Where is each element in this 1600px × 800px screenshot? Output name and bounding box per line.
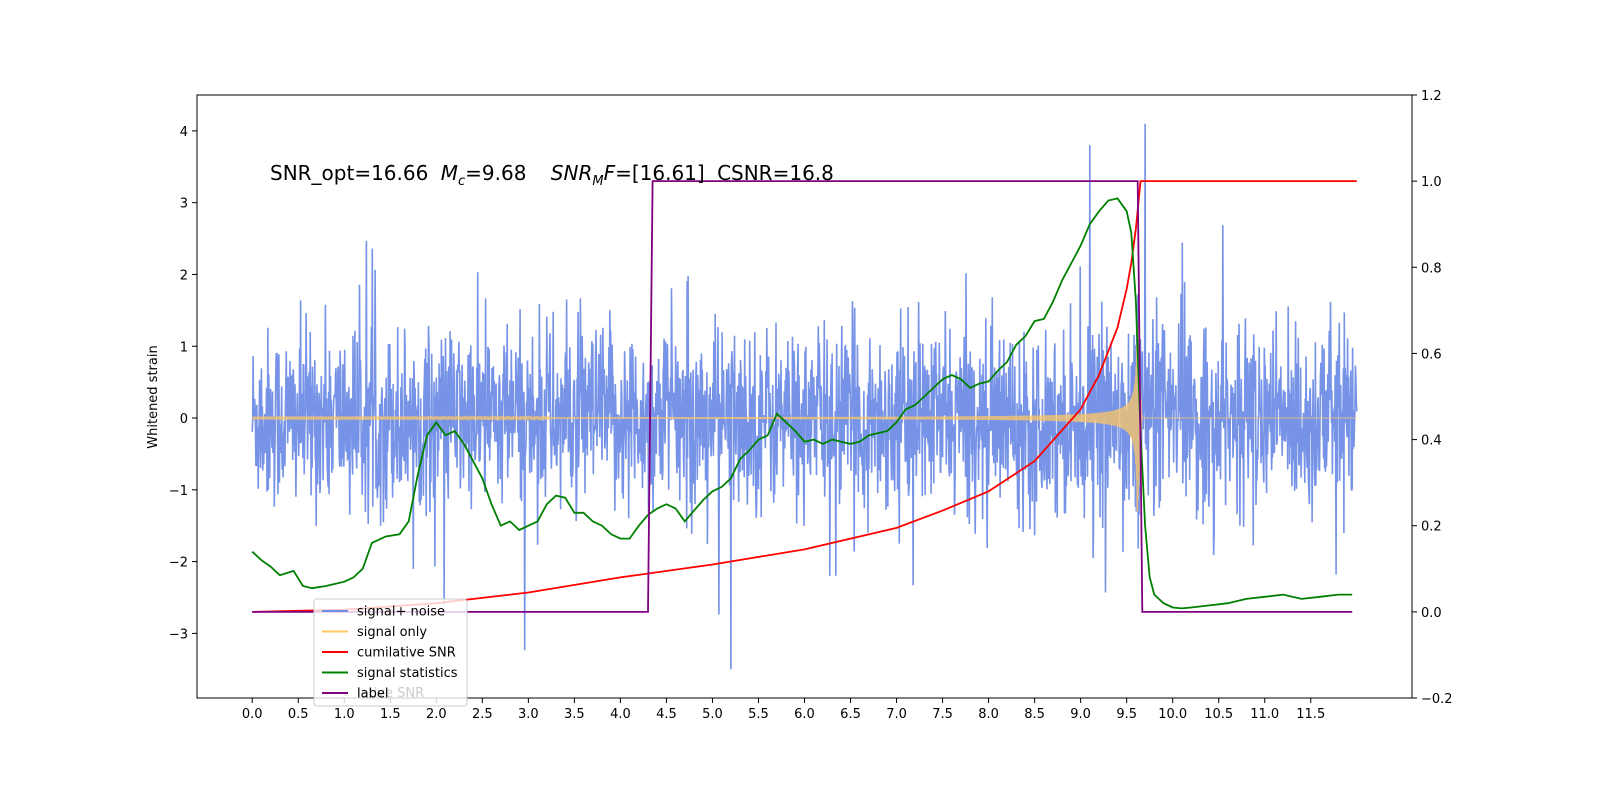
y-left-tick-label: 0 <box>180 412 188 427</box>
y-right-tick-label: 0.4 <box>1421 434 1442 449</box>
y-axis-left-label: Whitened strain <box>146 345 161 448</box>
series-signal-noise <box>251 123 1358 670</box>
title-snrmf-value: =[16.61] <box>615 161 705 185</box>
title-mc-sub: c <box>458 174 465 189</box>
x-tick-label: 4.5 <box>656 707 677 722</box>
x-tick-label: 3.0 <box>518 707 539 722</box>
y-left-tick-label: −2 <box>169 556 188 571</box>
x-tick-label: 3.5 <box>564 707 585 722</box>
x-tick-label: 6.5 <box>840 707 861 722</box>
x-tick-label: 7.0 <box>886 707 907 722</box>
y-left-tick-label: 4 <box>180 125 188 140</box>
y-right-tick-label: 1.0 <box>1421 175 1442 190</box>
y-right-tick-label: 1.2 <box>1421 89 1442 104</box>
series-signal-statistics <box>251 197 1353 610</box>
series-label <box>252 180 1353 613</box>
legend-entry-label: label <box>357 687 388 702</box>
series-cumulative-snr <box>252 180 1357 613</box>
y-left-tick-label: 2 <box>180 268 188 283</box>
legend-box <box>313 598 468 707</box>
x-tick-label: 1.0 <box>334 707 355 722</box>
x-tick-label: 10.0 <box>1158 707 1187 722</box>
legend-entry-label: signal+ noise <box>357 605 445 620</box>
x-tick-label: 8.5 <box>1024 707 1045 722</box>
y-left-tick-label: −1 <box>169 484 188 499</box>
y-axis-right: −0.2 0.0 0.2 0.4 0.6 0.8 1.0 1.2 <box>1412 89 1453 707</box>
chart-title: SNR_opt=16.66 Mc=9.68 SNRMF=[16.61] CSNR… <box>270 161 834 189</box>
y-axis-left: −3 −2 −1 0 1 2 3 4 <box>169 125 197 642</box>
legend: lative SNR signal+ noise signal only cumil… <box>313 598 468 707</box>
x-tick-label: 10.5 <box>1204 707 1233 722</box>
legend-entry-label: signal only <box>357 625 427 640</box>
x-tick-label: 0.5 <box>288 707 309 722</box>
title-snrmf-sub: M <box>592 174 603 189</box>
x-tick-label: 9.0 <box>1070 707 1091 722</box>
x-tick-label: 6.0 <box>794 707 815 722</box>
x-tick-label: 11.5 <box>1296 707 1325 722</box>
y-left-tick-label: −3 <box>169 627 188 642</box>
x-tick-label: 2.5 <box>472 707 493 722</box>
x-tick-label: 11.0 <box>1250 707 1279 722</box>
legend-entry-label: signal statistics <box>357 666 458 681</box>
title-mc-value: =9.68 <box>465 161 526 185</box>
x-axis: 0.0 0.5 1.0 1.5 2.0 2.5 3.0 3.5 4.0 4.5 5.0 5.5 6.0 6… <box>242 698 1325 722</box>
legend-ghost-text: lative SNR <box>357 686 424 701</box>
x-tick-label: 7.5 <box>932 707 953 722</box>
y-right-tick-label: −0.2 <box>1421 692 1453 707</box>
x-tick-label: 2.0 <box>426 707 447 722</box>
x-tick-label: 5.5 <box>748 707 769 722</box>
x-tick-label: 4.0 <box>610 707 631 722</box>
title-snrmf-symbol: SNR <box>551 161 593 185</box>
x-tick-label: 5.0 <box>702 707 723 722</box>
x-tick-label: 8.0 <box>978 707 999 722</box>
y-right-tick-label: 0.0 <box>1421 606 1442 621</box>
legend-entry-label: cumilative SNR <box>357 646 456 661</box>
x-tick-label: 1.5 <box>380 707 401 722</box>
x-tick-label: 0.0 <box>242 707 263 722</box>
title-mc-symbol: M <box>441 161 458 185</box>
x-tick-label: 9.5 <box>1116 707 1137 722</box>
title-csnr: CSNR=16.8 <box>717 161 834 185</box>
y-right-tick-label: 0.8 <box>1421 261 1442 276</box>
title-snrmf-tail: F <box>604 161 616 185</box>
series-signal-only <box>251 324 1357 512</box>
y-left-tick-label: 3 <box>180 197 188 212</box>
y-right-tick-label: 0.2 <box>1421 520 1442 535</box>
y-left-tick-label: 1 <box>180 340 188 355</box>
y-right-tick-label: 0.6 <box>1421 347 1442 362</box>
series-layer <box>251 123 1358 670</box>
title-snr-opt: SNR_opt=16.66 <box>270 161 428 185</box>
